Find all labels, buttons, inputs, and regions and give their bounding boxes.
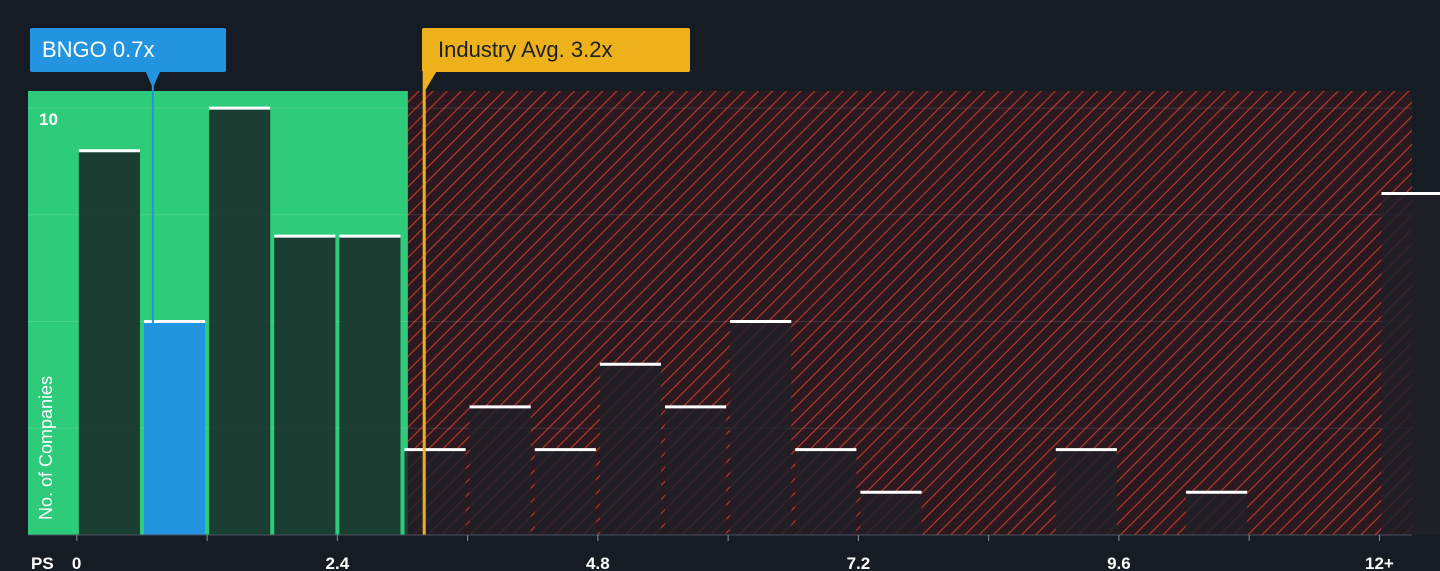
histogram-bar — [209, 108, 271, 536]
industry-callout-pointer — [423, 72, 437, 92]
histogram-bar — [274, 236, 336, 535]
x-tick-label: 12+ — [1365, 554, 1394, 571]
histogram-bar — [1055, 449, 1117, 535]
x-tick-label: 4.8 — [586, 554, 610, 571]
company-ps-callout: BNGO 0.7x — [30, 28, 226, 72]
histogram-bar — [1186, 492, 1248, 535]
histogram-bar — [339, 236, 401, 535]
histogram-bar — [78, 150, 140, 535]
histogram-bar — [730, 321, 792, 535]
histogram-bar — [469, 406, 531, 535]
y-tick-label: 10 — [39, 110, 58, 129]
company-callout-pointer — [145, 72, 160, 88]
histogram-bar — [665, 406, 727, 535]
x-tick-label: 7.2 — [847, 554, 871, 571]
histogram-bar — [404, 449, 466, 535]
histogram-bar — [860, 492, 922, 535]
industry-average-callout: Industry Avg. 3.2x — [422, 28, 690, 72]
x-tick-label: 9.6 — [1107, 554, 1131, 571]
histogram-bar — [599, 364, 662, 535]
histogram-bar — [1381, 193, 1440, 535]
y-axis-label: No. of Companies — [36, 375, 56, 520]
x-tick-label: 0 — [72, 554, 81, 571]
histogram-bar — [534, 449, 596, 535]
x-axis-label: PS — [31, 554, 54, 571]
histogram-bar — [795, 449, 857, 535]
x-tick-label: 2.4 — [326, 554, 350, 571]
company-bin-bar — [143, 321, 206, 535]
